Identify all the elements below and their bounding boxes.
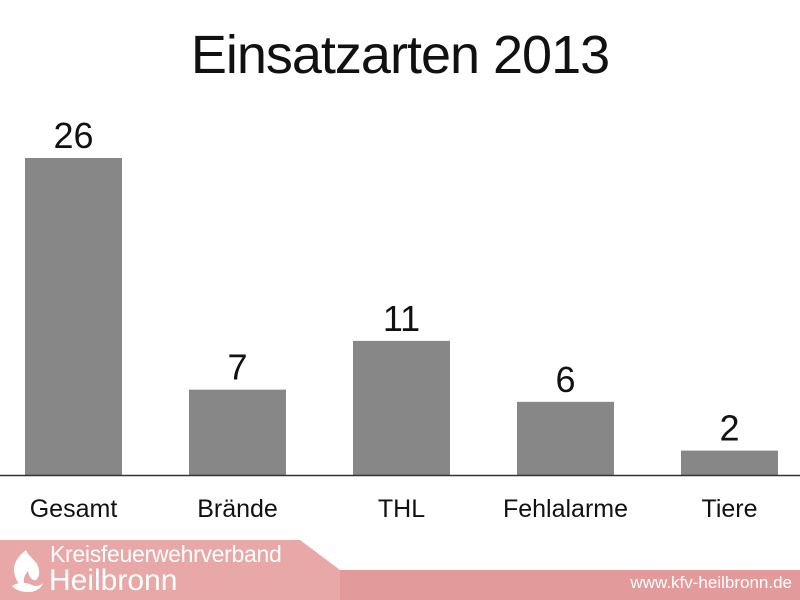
bar-thl xyxy=(353,340,450,475)
category-label: Fehlalarme xyxy=(503,495,628,523)
bar-chart: 26 Gesamt 7 Brände 11 THL 6 Fehlalarme 2 Tiere xyxy=(0,115,800,523)
category-label: Gesamt xyxy=(30,495,118,523)
category-label: THL xyxy=(378,495,425,523)
bar-tiere xyxy=(681,450,778,475)
website-url[interactable]: www.kfv-heilbronn.de xyxy=(630,573,792,592)
category-label: Tiere xyxy=(701,495,757,523)
footer-tab xyxy=(0,540,340,600)
data-label: 6 xyxy=(555,359,575,400)
bar-fehlalarme xyxy=(517,401,614,475)
org-name-line1: Kreisfeuerwehrverband xyxy=(50,541,282,567)
data-label: 2 xyxy=(719,408,739,449)
org-name-line2: Heilbronn xyxy=(49,564,178,597)
data-label: 7 xyxy=(227,347,247,388)
bar-gesamt xyxy=(25,158,122,475)
chart-title: Einsatzarten 2013 xyxy=(190,25,610,85)
data-label: 26 xyxy=(53,115,93,156)
category-label: Brände xyxy=(197,495,278,523)
data-label: 11 xyxy=(383,298,420,339)
bar-brände xyxy=(189,389,286,475)
fire-emblem-icon xyxy=(12,550,43,592)
